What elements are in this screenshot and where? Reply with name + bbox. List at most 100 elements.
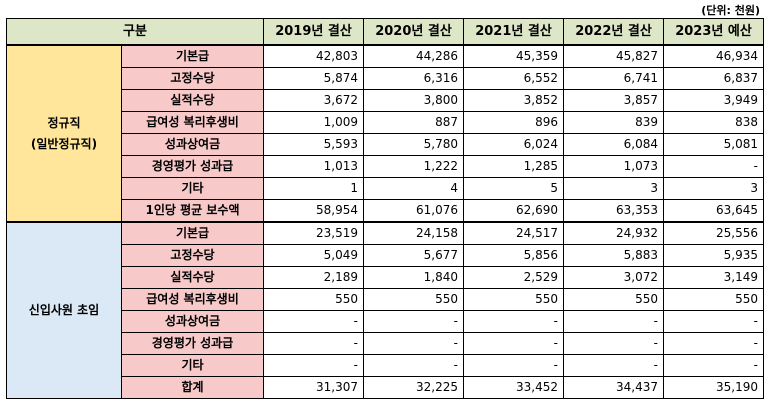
value-cell: 896 bbox=[463, 111, 565, 134]
year-header: 2022년 결산 bbox=[563, 18, 665, 46]
table-row: 고정수당 5,874 6,316 6,552 6,741 6,837 bbox=[7, 67, 765, 90]
value-cell: 3,672 bbox=[263, 89, 365, 112]
group-label-line: 정규직 bbox=[47, 115, 81, 130]
value-cell: 24,932 bbox=[563, 221, 665, 245]
value-cell: 3,857 bbox=[563, 89, 665, 112]
value-cell: 1,285 bbox=[463, 155, 565, 178]
value-cell: 1,009 bbox=[263, 111, 365, 134]
value-cell: 24,158 bbox=[363, 221, 465, 245]
value-cell: 1,073 bbox=[563, 155, 665, 178]
value-cell: 3 bbox=[663, 177, 765, 200]
item-label: 실적수당 bbox=[120, 266, 265, 289]
value-cell: 23,519 bbox=[263, 221, 365, 245]
item-label: 경영평가 성과급 bbox=[120, 155, 265, 178]
value-cell: 838 bbox=[663, 111, 765, 134]
table-row: 기타 1 4 5 3 3 bbox=[7, 177, 765, 200]
item-label: 기본급 bbox=[120, 221, 265, 245]
value-cell: 5 bbox=[463, 177, 565, 200]
value-cell: - bbox=[663, 332, 765, 355]
compensation-table: 구분 2019년 결산 2020년 결산 2021년 결산 2022년 결산 2… bbox=[5, 18, 765, 399]
table-row: 실적수당 3,672 3,800 3,852 3,857 3,949 bbox=[7, 89, 765, 112]
value-cell: 3,852 bbox=[463, 89, 565, 112]
item-label: 고정수당 bbox=[120, 67, 265, 90]
table-row: 신입사원 초임 기본급 23,519 24,158 24,517 24,932 25,556 bbox=[6, 221, 765, 399]
value-cell: - bbox=[663, 310, 765, 333]
value-cell: 5,049 bbox=[263, 244, 365, 267]
value-cell: 5,935 bbox=[663, 244, 765, 267]
value-cell: - bbox=[563, 310, 665, 333]
table-row: 정규직 (일반정규직) 기본급 42,803 44,286 45,359 45,827 46,… bbox=[6, 44, 765, 223]
table-row: 합계 31,307 32,225 33,452 34,437 35,190 bbox=[7, 376, 765, 399]
value-cell: 6,084 bbox=[563, 133, 665, 156]
group-label-subline: (일반정규직) bbox=[30, 136, 98, 151]
value-cell: 1,013 bbox=[263, 155, 365, 178]
value-cell: 887 bbox=[363, 111, 465, 134]
value-cell: 1,840 bbox=[363, 266, 465, 289]
table-row: 1인당 평균 보수액 58,954 61,076 62,690 63,353 63,645 bbox=[7, 199, 765, 223]
year-header: 2023년 예산 bbox=[663, 18, 765, 46]
item-label: 기타 bbox=[120, 177, 265, 200]
table-row: 급여성 복리후생비 550 550 550 550 550 bbox=[7, 288, 765, 311]
item-label: 성과상여금 bbox=[120, 133, 265, 156]
value-cell: 62,690 bbox=[463, 199, 565, 223]
table-row: 성과상여금 5,593 5,780 6,024 6,084 5,081 bbox=[7, 133, 765, 156]
value-cell: 46,934 bbox=[663, 44, 765, 68]
value-cell: 1 bbox=[263, 177, 365, 200]
value-cell: - bbox=[563, 354, 665, 377]
value-cell: 63,645 bbox=[663, 199, 765, 223]
value-cell: 3,072 bbox=[563, 266, 665, 289]
value-cell: 550 bbox=[663, 288, 765, 311]
value-cell: 35,190 bbox=[663, 376, 765, 399]
value-cell: 3 bbox=[563, 177, 665, 200]
value-cell: 6,552 bbox=[463, 67, 565, 90]
year-header: 2021년 결산 bbox=[463, 18, 565, 46]
value-cell: - bbox=[663, 155, 765, 178]
value-cell: - bbox=[663, 354, 765, 377]
value-cell: 25,556 bbox=[663, 221, 765, 245]
value-cell: - bbox=[463, 332, 565, 355]
value-cell: 58,954 bbox=[263, 199, 365, 223]
item-label: 경영평가 성과급 bbox=[120, 332, 265, 355]
value-cell: 63,353 bbox=[563, 199, 665, 223]
value-cell: 1,222 bbox=[363, 155, 465, 178]
group-label: 신입사원 초임 bbox=[6, 221, 122, 399]
value-cell: 6,837 bbox=[663, 67, 765, 90]
table-row: 급여성 복리후생비 1,009 887 896 839 838 bbox=[7, 111, 765, 134]
value-cell: - bbox=[363, 354, 465, 377]
table-row: 기타 - - - - - bbox=[7, 354, 765, 377]
value-cell: 550 bbox=[363, 288, 465, 311]
value-cell: 5,780 bbox=[363, 133, 465, 156]
value-cell: 2,189 bbox=[263, 266, 365, 289]
value-cell: 45,827 bbox=[563, 44, 665, 68]
value-cell: 5,677 bbox=[363, 244, 465, 267]
table-header-row: 구분 2019년 결산 2020년 결산 2021년 결산 2022년 결산 2… bbox=[5, 18, 765, 46]
value-cell: - bbox=[263, 332, 365, 355]
value-cell: - bbox=[263, 310, 365, 333]
item-label: 급여성 복리후생비 bbox=[120, 288, 265, 311]
value-cell: - bbox=[463, 310, 565, 333]
value-cell: - bbox=[363, 310, 465, 333]
category-header: 구분 bbox=[5, 18, 265, 46]
value-cell: 3,149 bbox=[663, 266, 765, 289]
item-label: 성과상여금 bbox=[120, 310, 265, 333]
value-cell: 5,593 bbox=[263, 133, 365, 156]
value-cell: 4 bbox=[363, 177, 465, 200]
item-label: 기본급 bbox=[120, 44, 265, 68]
value-cell: 3,949 bbox=[663, 89, 765, 112]
value-cell: 45,359 bbox=[463, 44, 565, 68]
value-cell: 24,517 bbox=[463, 221, 565, 245]
value-cell: 2,529 bbox=[463, 266, 565, 289]
table-row: 고정수당 5,049 5,677 5,856 5,883 5,935 bbox=[7, 244, 765, 267]
value-cell: 5,081 bbox=[663, 133, 765, 156]
item-label: 합계 bbox=[120, 376, 265, 399]
value-cell: 5,856 bbox=[463, 244, 565, 267]
item-label: 실적수당 bbox=[120, 89, 265, 112]
value-cell: 33,452 bbox=[463, 376, 565, 399]
value-cell: - bbox=[563, 332, 665, 355]
value-cell: 550 bbox=[563, 288, 665, 311]
value-cell: - bbox=[263, 354, 365, 377]
value-cell: 31,307 bbox=[263, 376, 365, 399]
value-cell: 42,803 bbox=[263, 44, 365, 68]
value-cell: 839 bbox=[563, 111, 665, 134]
value-cell: - bbox=[463, 354, 565, 377]
